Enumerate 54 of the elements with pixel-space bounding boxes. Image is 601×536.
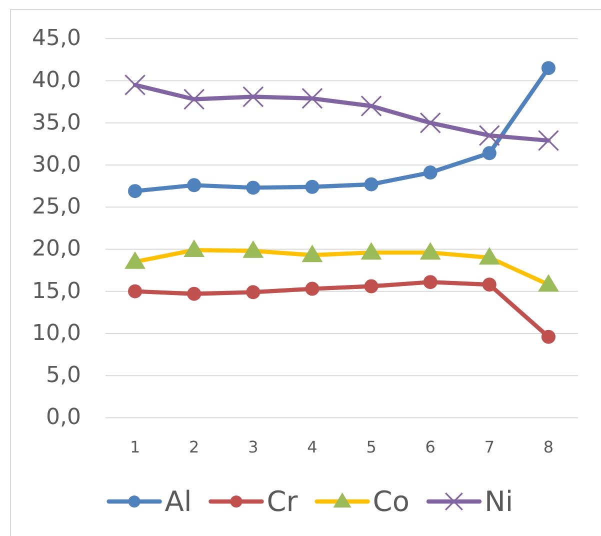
legend-label: Ni xyxy=(484,485,514,518)
legend-label: Cr xyxy=(266,485,298,518)
point xyxy=(242,86,264,108)
point xyxy=(420,242,441,260)
point xyxy=(305,282,320,296)
y-tick-label: 40,0 xyxy=(32,68,81,94)
point xyxy=(360,95,382,117)
point xyxy=(364,279,378,294)
y-tick-label: 15,0 xyxy=(32,278,81,304)
x-tick-label: 3 xyxy=(248,438,258,456)
y-tick-label: 30,0 xyxy=(32,152,81,178)
point xyxy=(302,88,323,110)
point xyxy=(423,166,438,180)
x-tick-label: 2 xyxy=(189,438,200,456)
point xyxy=(128,284,142,298)
point xyxy=(538,274,559,292)
point xyxy=(420,112,441,134)
y-tick-label: 35,0 xyxy=(32,110,81,136)
point xyxy=(541,61,556,76)
y-tick-label: 0,0 xyxy=(46,405,81,430)
y-tick-label: 25,0 xyxy=(32,194,81,220)
point xyxy=(305,180,320,194)
point xyxy=(124,74,146,96)
x-tick-label: 8 xyxy=(543,438,554,456)
point xyxy=(246,180,260,195)
point xyxy=(478,247,500,265)
point xyxy=(482,146,496,160)
point xyxy=(360,242,382,260)
x-tick-label: 6 xyxy=(425,438,436,456)
x-tick-label: 1 xyxy=(130,438,140,456)
x-tick-label: 7 xyxy=(484,438,494,456)
y-tick-label: 45,0 xyxy=(32,26,81,52)
point xyxy=(538,130,560,152)
point xyxy=(183,88,205,110)
legend-label: Al xyxy=(164,485,192,518)
point xyxy=(541,330,556,344)
x-tick-label: 5 xyxy=(366,438,376,456)
point xyxy=(242,240,264,258)
point xyxy=(482,278,496,292)
x-tick-label: 4 xyxy=(307,438,318,456)
point xyxy=(184,240,205,258)
point xyxy=(187,286,202,301)
y-tick-label: 5,0 xyxy=(46,363,81,388)
point xyxy=(246,285,260,300)
point xyxy=(423,275,438,290)
point xyxy=(478,124,500,146)
point xyxy=(128,184,142,198)
y-tick-label: 10,0 xyxy=(32,320,81,346)
legend-label: Co xyxy=(372,485,410,518)
point xyxy=(364,177,378,192)
y-tick-label: 20,0 xyxy=(32,236,81,262)
point xyxy=(124,251,146,269)
point xyxy=(187,178,202,192)
point xyxy=(302,244,323,262)
